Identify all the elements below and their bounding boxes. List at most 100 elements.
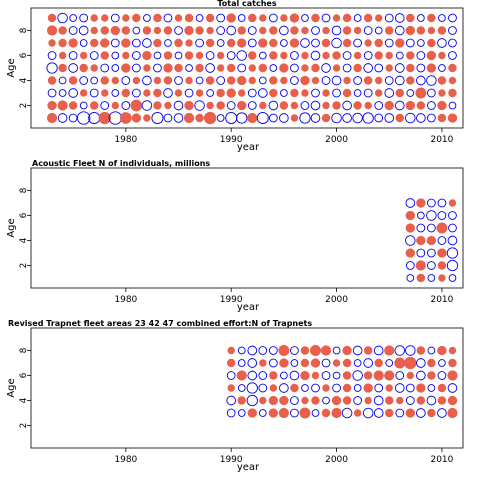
bubble-positive: [110, 25, 120, 36]
bubble-negative: [311, 409, 320, 417]
bubble-positive: [342, 358, 352, 368]
bubble-positive: [374, 51, 383, 60]
bubble-positive: [363, 383, 373, 393]
bubble-negative: [79, 101, 88, 110]
bubble-negative: [341, 407, 353, 419]
bubble-negative: [225, 111, 238, 124]
bubble-positive: [406, 51, 415, 60]
bubble-positive: [405, 25, 415, 36]
bubble-negative: [111, 51, 120, 60]
bubble-negative: [151, 111, 164, 124]
bubble-negative: [427, 248, 436, 258]
bubble-negative: [332, 383, 341, 393]
bubble-positive: [121, 63, 131, 73]
bubble-positive: [68, 101, 78, 110]
bubble-positive: [373, 370, 384, 381]
bubble-negative: [427, 113, 436, 123]
bubble-positive: [90, 26, 98, 35]
bubble-positive: [311, 76, 320, 85]
bubble-negative: [353, 396, 363, 405]
bubble-negative: [258, 409, 267, 417]
y-tick-label: 4: [19, 397, 29, 403]
bubble-negative: [195, 76, 204, 85]
bubble-positive: [385, 51, 393, 60]
bubble-positive: [205, 38, 215, 48]
bubble-negative: [405, 235, 416, 246]
bubble-positive: [279, 63, 289, 73]
bubble-positive: [353, 101, 362, 110]
bubble-negative: [448, 13, 457, 23]
bubble-negative: [353, 384, 362, 392]
bubble-positive: [195, 51, 204, 60]
chart-title: Acoustic Fleet N of individuals, million…: [32, 159, 210, 168]
bubble-positive: [58, 38, 67, 48]
bubble-negative: [279, 383, 289, 393]
bubble-positive: [342, 371, 352, 380]
bubble-positive: [58, 26, 67, 35]
bubble-negative: [111, 89, 120, 97]
bubble-positive: [448, 88, 457, 98]
bubble-positive: [331, 395, 342, 406]
x-axis-label: year: [237, 142, 260, 153]
bubble-positive: [205, 13, 215, 23]
bubble-negative: [437, 38, 447, 48]
bubble-positive: [436, 222, 448, 234]
bubble-negative: [131, 63, 141, 73]
bubble-positive: [427, 371, 436, 380]
bubble-negative: [256, 111, 269, 124]
bubble-positive: [342, 38, 352, 48]
bubble-positive: [279, 101, 289, 110]
bubble-negative: [426, 210, 437, 221]
bubble-positive: [153, 13, 162, 23]
bubble-positive: [332, 64, 341, 72]
bubble-positive: [375, 89, 383, 97]
bubble-negative: [447, 235, 458, 246]
bubble-positive: [142, 26, 152, 35]
x-tick-label: 1980: [114, 455, 137, 465]
bubble-negative: [321, 76, 331, 85]
bubble-positive: [385, 384, 393, 392]
bubble-negative: [385, 359, 394, 367]
bubble-negative: [78, 25, 89, 36]
bubble-negative: [131, 88, 141, 98]
y-tick-label: 4: [19, 77, 29, 83]
bubble-positive: [394, 357, 406, 369]
bubble-negative: [216, 26, 226, 35]
bubble-positive: [203, 111, 217, 125]
bubble-positive: [363, 371, 373, 380]
bubble-negative: [290, 346, 299, 355]
bubble-positive: [301, 89, 309, 97]
bubble-positive: [384, 370, 395, 381]
bubble-negative: [353, 89, 362, 97]
bubble-positive: [259, 396, 267, 405]
bubble-negative: [311, 88, 320, 98]
bubble-positive: [321, 38, 331, 48]
bubble-negative: [353, 38, 363, 48]
bubble-negative: [427, 101, 436, 110]
bubble-negative: [111, 64, 120, 72]
plot-frame: [30, 167, 464, 289]
bubble-negative: [427, 261, 436, 270]
bubble-positive: [100, 26, 109, 35]
bubble-positive: [226, 358, 236, 368]
bubble-negative: [448, 101, 457, 110]
bubble-positive: [226, 88, 236, 98]
bubble-positive: [184, 13, 194, 23]
bubble-positive: [299, 407, 311, 419]
bubble-negative: [163, 13, 173, 23]
bubble-negative: [268, 346, 278, 355]
bubble-positive: [278, 407, 289, 419]
bubble-positive: [79, 89, 88, 97]
bubble-positive: [438, 89, 446, 97]
bubble-negative: [448, 51, 457, 60]
bubble-positive: [183, 112, 195, 124]
bubble-negative: [446, 259, 459, 272]
bubble-positive: [153, 88, 162, 98]
bubble-negative: [237, 14, 246, 22]
bubble-negative: [332, 346, 341, 355]
bubble-positive: [321, 113, 331, 123]
bubble-negative: [280, 371, 288, 380]
bubble-positive: [332, 51, 341, 60]
bubble-negative: [395, 51, 404, 60]
